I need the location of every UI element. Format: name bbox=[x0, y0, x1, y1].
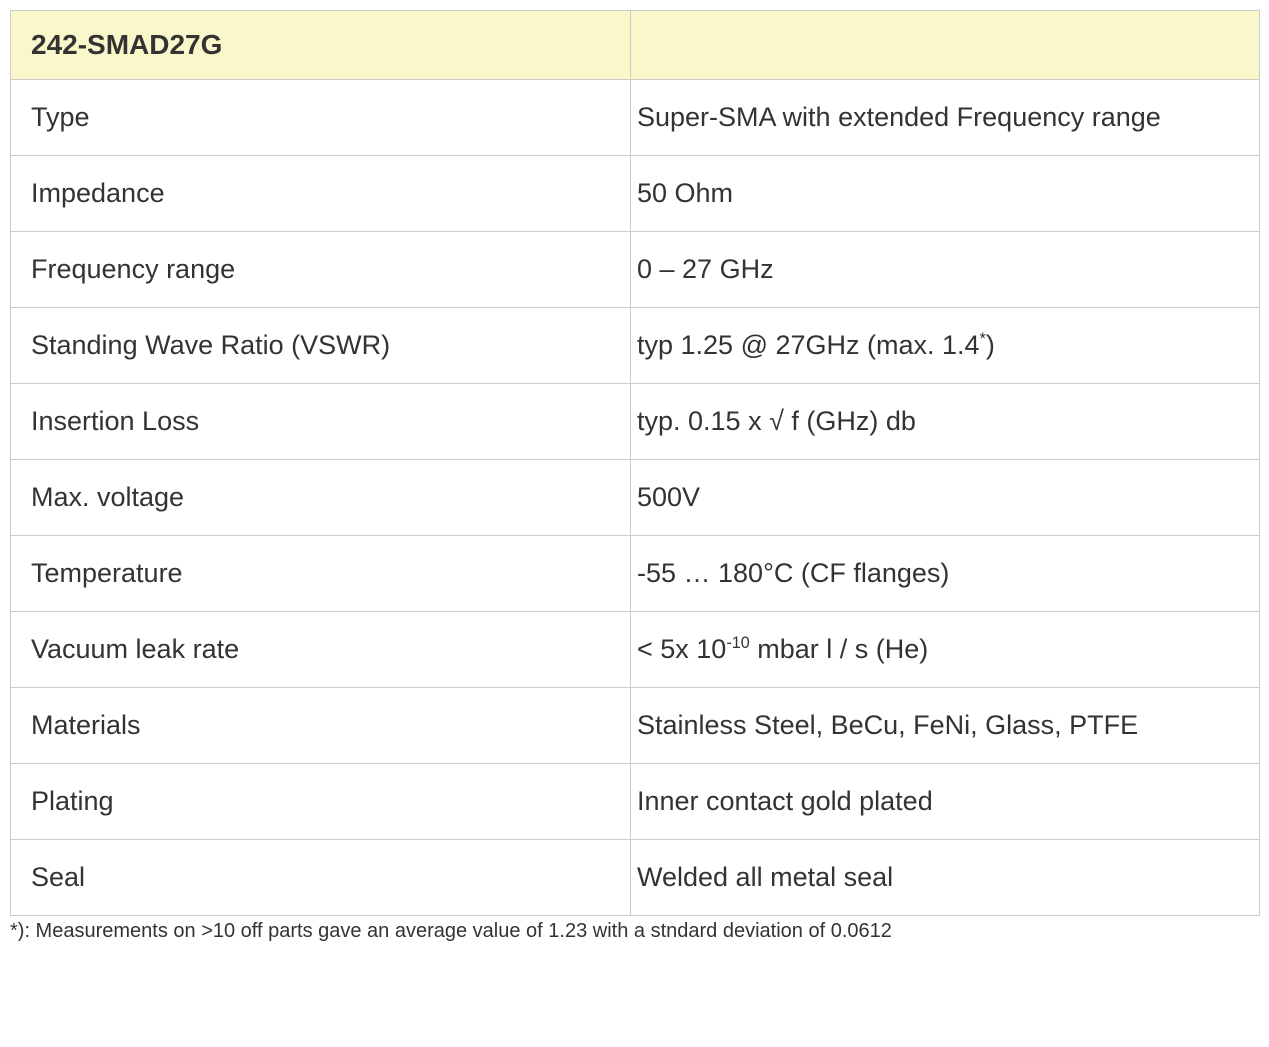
spec-label: Frequency range bbox=[11, 232, 631, 308]
table-row: Standing Wave Ratio (VSWR)typ 1.25 @ 27G… bbox=[11, 308, 1260, 384]
spec-label: Insertion Loss bbox=[11, 384, 631, 460]
table-row: Frequency range0 – 27 GHz bbox=[11, 232, 1260, 308]
table-row: TypeSuper-SMA with extended Frequency ra… bbox=[11, 80, 1260, 156]
table-row: Max. voltage500V bbox=[11, 460, 1260, 536]
spec-value: Super-SMA with extended Frequency range bbox=[631, 80, 1260, 156]
spec-value: 500V bbox=[631, 460, 1260, 536]
spec-value: Stainless Steel, BeCu, FeNi, Glass, PTFE bbox=[631, 688, 1260, 764]
table-row: PlatingInner contact gold plated bbox=[11, 764, 1260, 840]
spec-label: Standing Wave Ratio (VSWR) bbox=[11, 308, 631, 384]
spec-label: Plating bbox=[11, 764, 631, 840]
table-row: SealWelded all metal seal bbox=[11, 840, 1260, 916]
spec-table: 242-SMAD27G TypeSuper-SMA with extended … bbox=[10, 10, 1260, 916]
spec-label: Materials bbox=[11, 688, 631, 764]
spec-table-header-row: 242-SMAD27G bbox=[11, 11, 1260, 80]
spec-table-header-label: 242-SMAD27G bbox=[11, 11, 631, 80]
spec-value: typ. 0.15 x √ f (GHz) db bbox=[631, 384, 1260, 460]
spec-value: typ 1.25 @ 27GHz (max. 1.4*) bbox=[631, 308, 1260, 384]
spec-label: Impedance bbox=[11, 156, 631, 232]
spec-label: Seal bbox=[11, 840, 631, 916]
spec-value: < 5x 10-10 mbar l / s (He) bbox=[631, 612, 1260, 688]
table-row: MaterialsStainless Steel, BeCu, FeNi, Gl… bbox=[11, 688, 1260, 764]
table-row: Impedance50 Ohm bbox=[11, 156, 1260, 232]
spec-value: -55 … 180°C (CF flanges) bbox=[631, 536, 1260, 612]
spec-value: 0 – 27 GHz bbox=[631, 232, 1260, 308]
spec-label: Type bbox=[11, 80, 631, 156]
spec-value: Inner contact gold plated bbox=[631, 764, 1260, 840]
spec-table-header-empty bbox=[631, 11, 1260, 80]
spec-label: Temperature bbox=[11, 536, 631, 612]
footnote-text: *): Measurements on >10 off parts gave a… bbox=[10, 916, 1259, 943]
table-row: Vacuum leak rate< 5x 10-10 mbar l / s (H… bbox=[11, 612, 1260, 688]
spec-value: 50 Ohm bbox=[631, 156, 1260, 232]
spec-label: Max. voltage bbox=[11, 460, 631, 536]
spec-value: Welded all metal seal bbox=[631, 840, 1260, 916]
table-row: Temperature-55 … 180°C (CF flanges) bbox=[11, 536, 1260, 612]
spec-label: Vacuum leak rate bbox=[11, 612, 631, 688]
table-row: Insertion Losstyp. 0.15 x √ f (GHz) db bbox=[11, 384, 1260, 460]
